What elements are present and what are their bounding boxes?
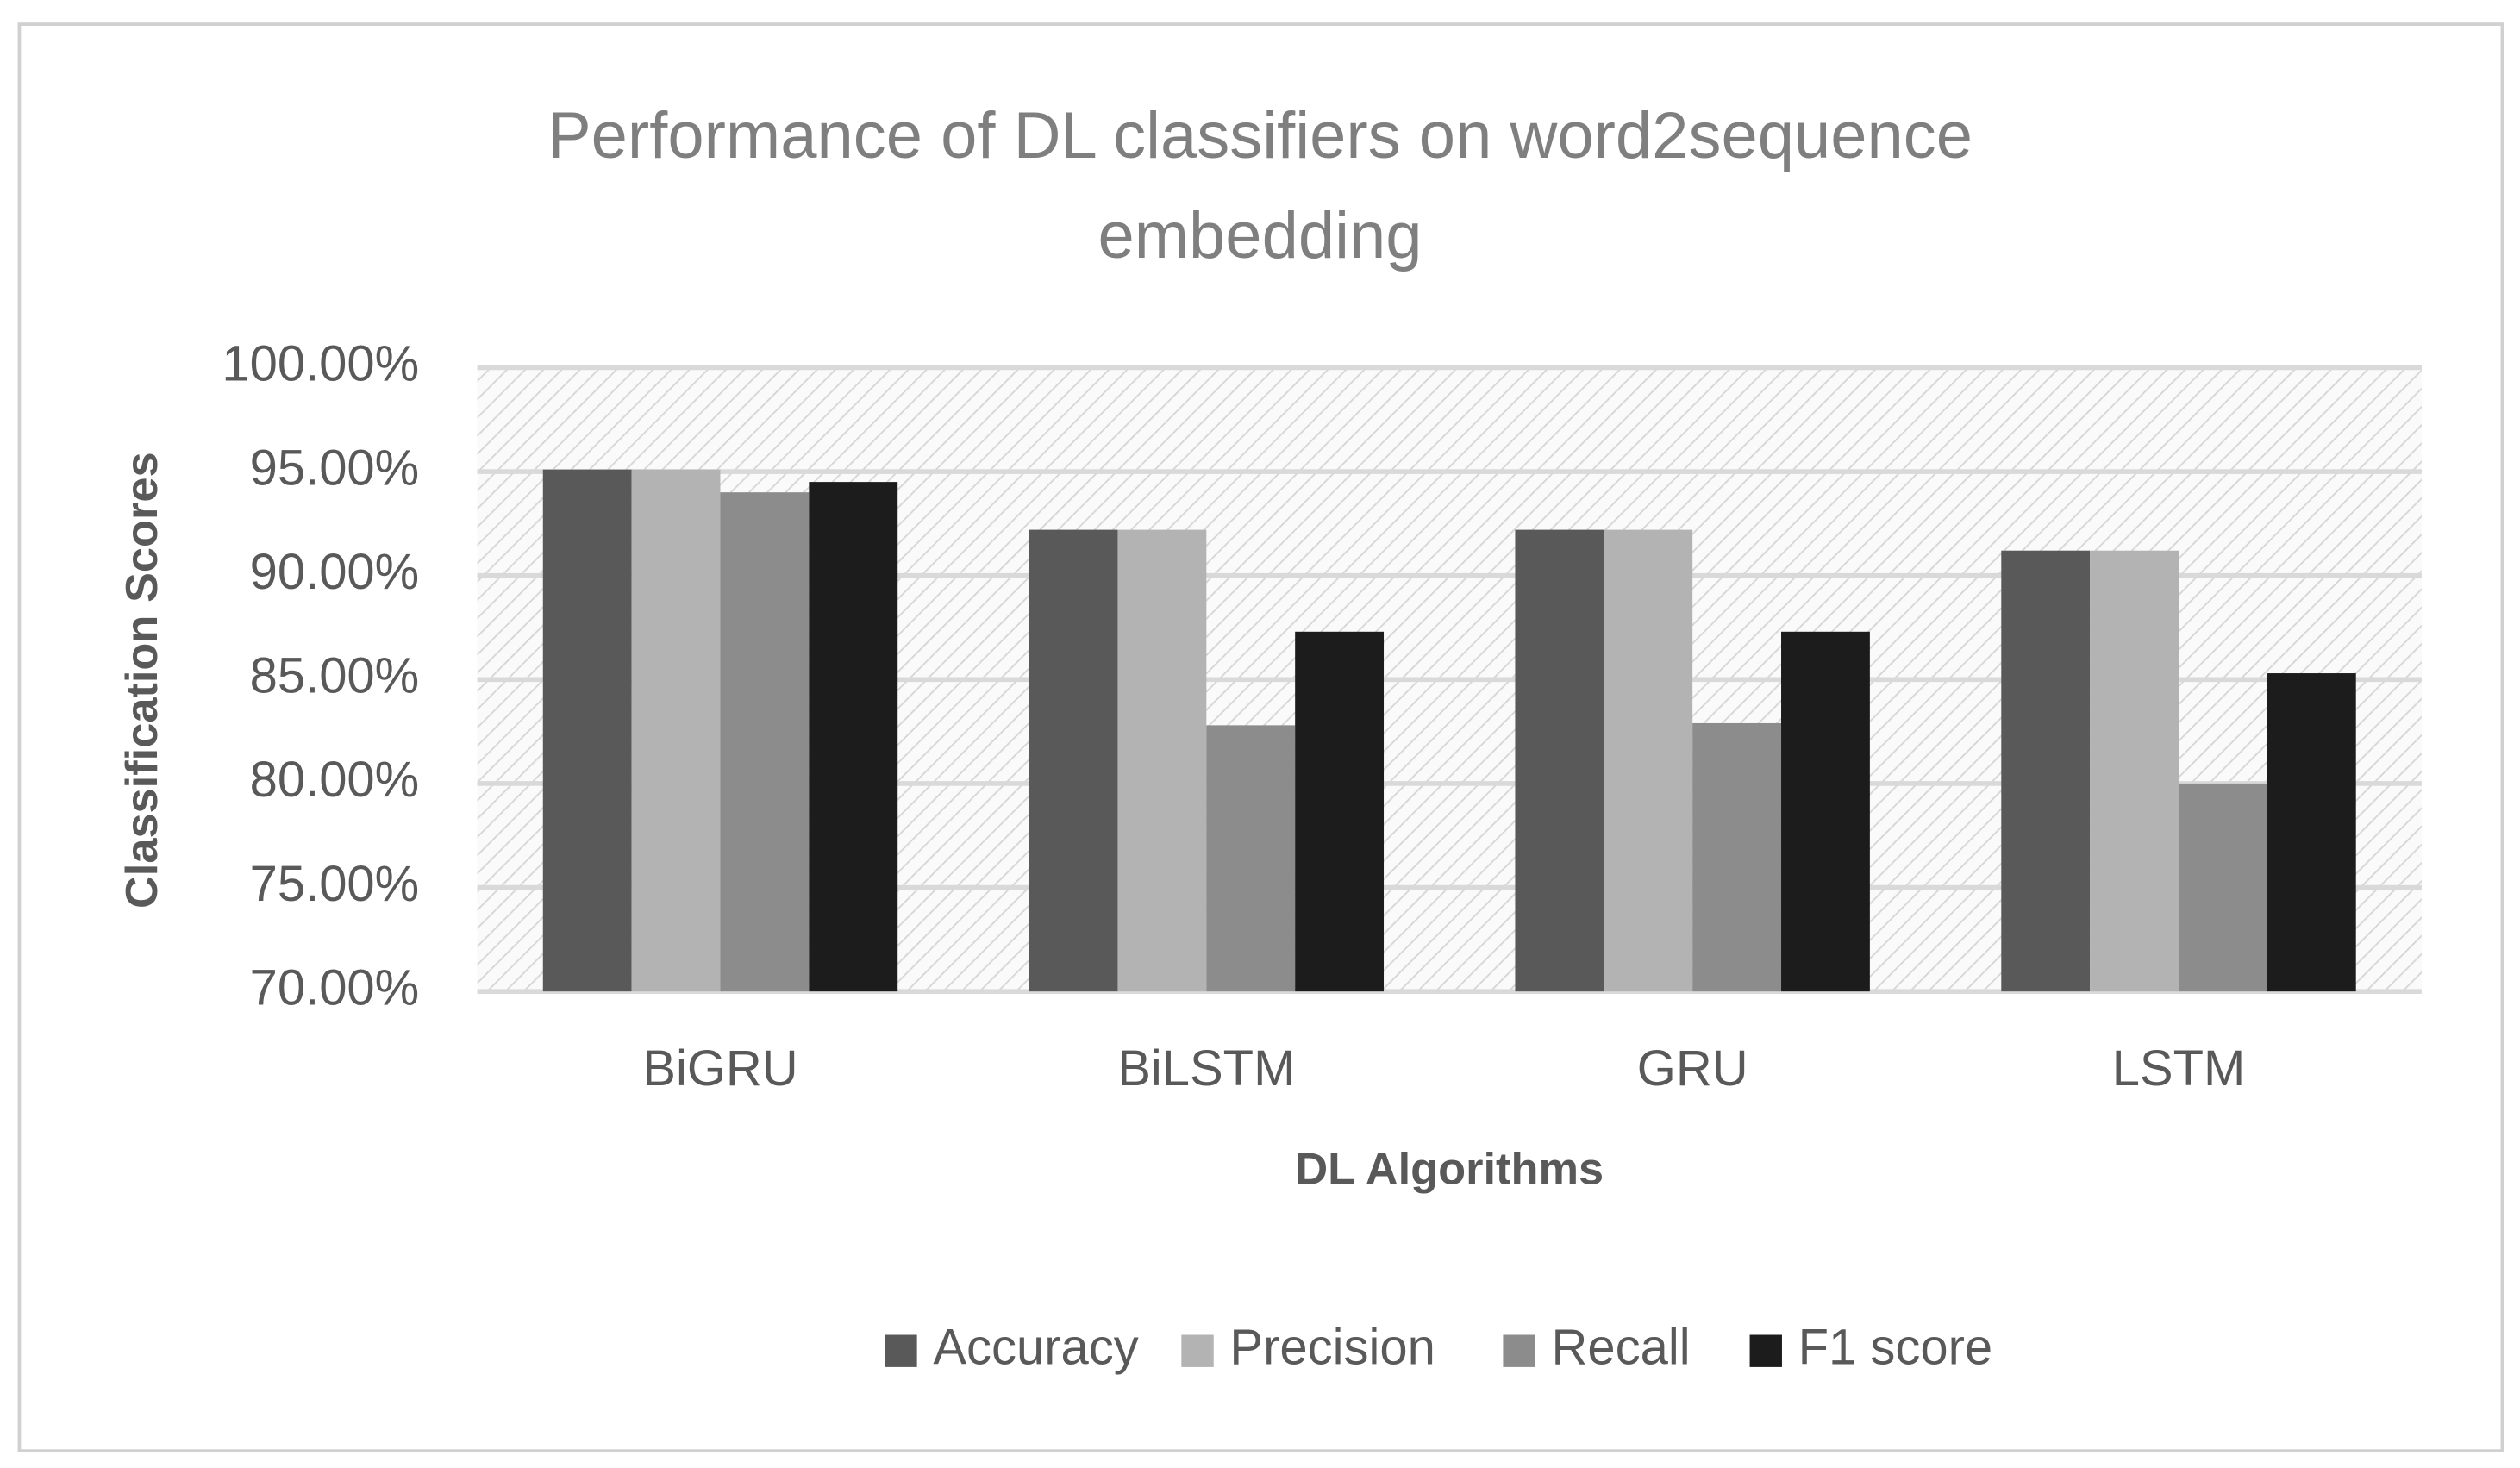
legend-label: Recall — [1552, 1321, 1691, 1376]
y-tick-label: 70.00% — [250, 960, 420, 1015]
y-tick-label: 90.00% — [250, 545, 420, 600]
x-tick-label: BiGRU — [642, 1041, 797, 1096]
y-tick-label: 100.00% — [222, 337, 419, 392]
y-tick-label: 95.00% — [250, 440, 420, 496]
legend-label: F1 score — [1798, 1321, 1993, 1376]
chart-title: Performance of DL classifiers on word2se… — [547, 99, 1973, 272]
y-tick-label: 75.00% — [250, 857, 420, 912]
bar — [1117, 529, 1207, 992]
x-tick-label: BiLSTM — [1117, 1041, 1295, 1096]
x-axis-label: DL Algorithms — [1295, 1144, 1604, 1194]
bar — [631, 469, 721, 992]
x-tick-label: LSTM — [2112, 1041, 2246, 1096]
y-tick-label: 80.00% — [250, 753, 420, 808]
y-tick-label: 85.00% — [250, 649, 420, 704]
bar — [2179, 783, 2267, 992]
bar — [1781, 631, 1870, 992]
bar — [542, 469, 632, 992]
bar — [1515, 529, 1604, 992]
legend-label: Accuracy — [933, 1321, 1138, 1376]
bar — [2267, 673, 2356, 992]
y-axis-label: Classification Scores — [117, 452, 167, 909]
legend-swatch — [885, 1334, 917, 1367]
legend-swatch — [1749, 1334, 1782, 1367]
bar — [1206, 725, 1296, 992]
bar — [809, 482, 898, 992]
x-tick-label: GRU — [1637, 1041, 1748, 1096]
bar — [1029, 529, 1118, 992]
title-wrap: Performance of DL classifiers on word2se… — [0, 86, 2520, 286]
bar — [1604, 529, 1693, 992]
bar — [1295, 631, 1385, 992]
bar — [720, 492, 810, 992]
bar — [2090, 550, 2179, 992]
bar — [2001, 550, 2091, 992]
legend-label: Precision — [1229, 1321, 1435, 1376]
bar — [1692, 722, 1782, 992]
legend-swatch — [1503, 1334, 1535, 1367]
legend-swatch — [1181, 1334, 1214, 1367]
